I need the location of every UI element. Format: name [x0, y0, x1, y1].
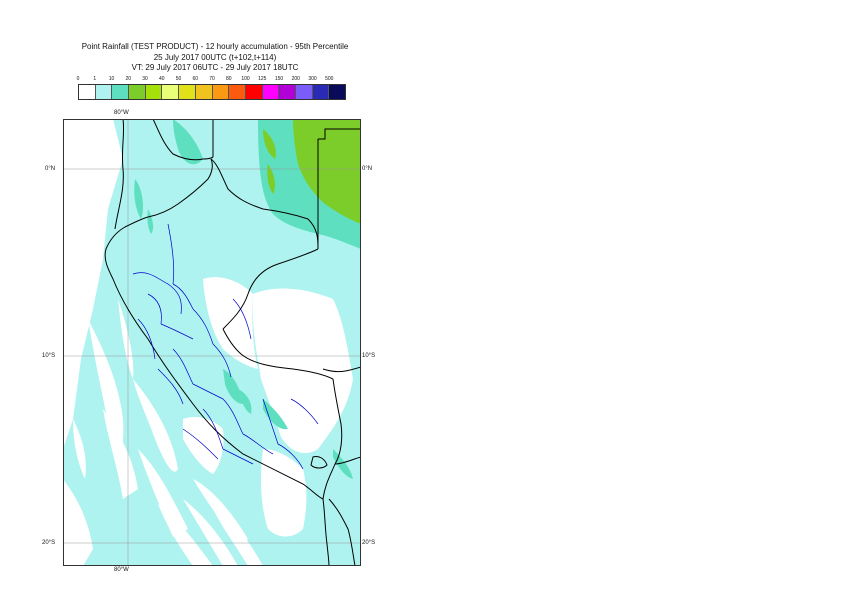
- lon-label-top: 80°W: [114, 110, 129, 116]
- legend-swatch: [195, 85, 213, 99]
- lat-label-10s-left: 10°S: [42, 353, 56, 359]
- legend-swatch: [112, 85, 130, 99]
- legend-swatch: [212, 85, 230, 99]
- legend-threshold-label: 200: [291, 76, 300, 82]
- lon-label-bottom: 80°W: [114, 567, 129, 573]
- legend-swatch: [329, 85, 345, 99]
- legend-threshold-label: 100: [241, 76, 250, 82]
- dry-areas: [63, 119, 263, 566]
- legend-threshold-label: 125: [258, 76, 267, 82]
- legend-swatch: [245, 85, 263, 99]
- legend-swatch: [145, 85, 163, 99]
- legend-threshold-labels: 0 1 10 20 30 40 50 60 70 80 100 125 150 200 300 500: [0, 76, 842, 84]
- legend-swatch: [179, 85, 196, 99]
- legend-swatch: [312, 85, 330, 99]
- lat-label-0n-left: 0°N: [45, 166, 56, 172]
- country-borders: [104, 119, 361, 566]
- legend-threshold-label: 150: [274, 76, 284, 82]
- legend-threshold-label: 500: [325, 76, 334, 82]
- legend-swatch: [295, 85, 313, 99]
- lat-label-10s-right: 10°S: [362, 353, 376, 359]
- color-legend: [78, 84, 346, 100]
- title-line-3: VT: 29 July 2017 06UTC - 29 July 2017 18…: [131, 63, 299, 72]
- legend-swatch: [279, 85, 296, 99]
- legend-threshold-label: 0: [76, 76, 80, 82]
- legend-threshold-label: 10: [108, 76, 115, 82]
- legend-threshold-label: 60: [192, 76, 199, 82]
- heavy-rain-areas: [263, 119, 361, 224]
- legend-threshold-label: 70: [209, 76, 215, 82]
- legend-threshold-label: 1: [93, 76, 97, 82]
- legend-threshold-label: 40: [158, 76, 165, 82]
- title-line-1: Point Rainfall (TEST PRODUCT) - 12 hourl…: [81, 42, 349, 51]
- dry-land-areas: [183, 277, 353, 537]
- lat-label-20s-left: 20°S: [42, 540, 56, 546]
- title-line-2: 25 July 2017 00UTC (t+102,t+114): [153, 53, 277, 62]
- legend-threshold-label: 300: [308, 76, 317, 82]
- lat-label-20s-right: 20°S: [362, 540, 376, 546]
- legend-swatch: [262, 85, 280, 99]
- lat-label-0n-right: 0°N: [362, 166, 373, 172]
- legend-threshold-label: 80: [225, 76, 232, 82]
- legend-swatch: [162, 85, 180, 99]
- legend-threshold-label: 50: [175, 76, 182, 82]
- legend-swatch: [95, 85, 113, 99]
- legend-swatch: [129, 85, 146, 99]
- legend-threshold-label: 20: [125, 76, 132, 82]
- legend-threshold-label: 30: [142, 76, 148, 82]
- legend-swatch: [229, 85, 246, 99]
- legend-swatch: [79, 85, 96, 99]
- admin-borders: [132, 223, 319, 470]
- rainfall-map: [63, 119, 361, 566]
